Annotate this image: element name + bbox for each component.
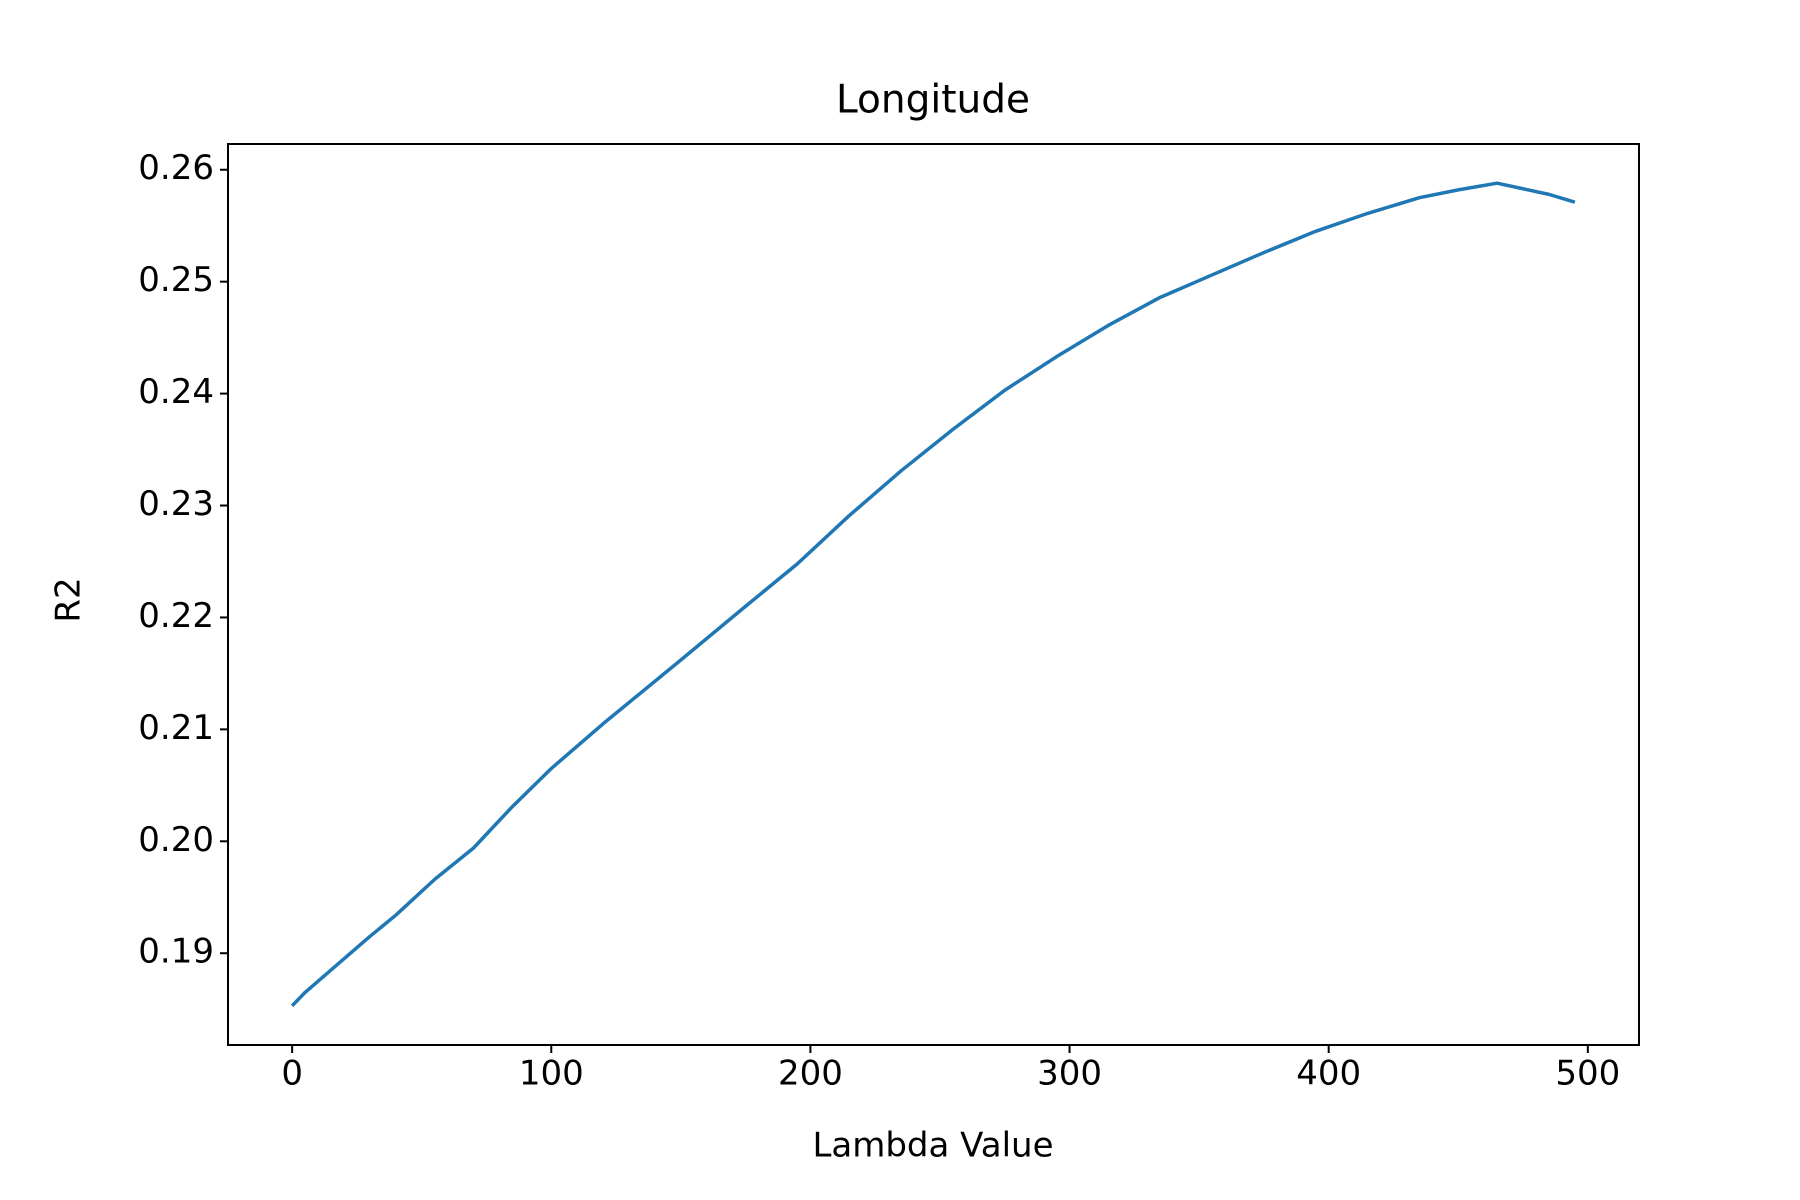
x-axis-label: Lambda Value (812, 1126, 1053, 1166)
chart-title: Longitude (836, 78, 1030, 123)
data-line (290, 181, 1576, 1008)
plot-frame (227, 143, 1640, 1046)
x-tick-label: 100 (519, 1054, 584, 1094)
x-tick-label: 200 (778, 1054, 843, 1094)
y-tick-label: 0.21 (138, 708, 214, 748)
x-tick-label: 0 (281, 1054, 303, 1094)
x-tick-label: 400 (1296, 1054, 1361, 1094)
y-tick-label: 0.26 (138, 148, 214, 188)
y-tick-label: 0.22 (138, 596, 214, 636)
x-tick-label: 300 (1037, 1054, 1102, 1094)
y-tick-label: 0.23 (138, 484, 214, 524)
y-tick-label: 0.25 (138, 260, 214, 300)
y-tick-label: 0.19 (138, 932, 214, 972)
x-tick-label: 500 (1555, 1054, 1620, 1094)
y-tick-label: 0.20 (138, 820, 214, 860)
y-axis-label: R2 (49, 577, 89, 622)
y-tick-label: 0.24 (138, 372, 214, 412)
